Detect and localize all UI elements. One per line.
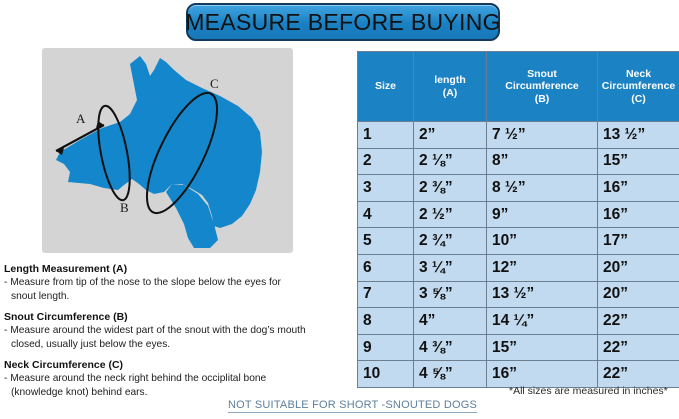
header-neck-circumference: Neck Circumference (C)	[597, 51, 679, 122]
page-title: MEASURE BEFORE BUYING	[185, 8, 501, 35]
cell-snout: 15”	[486, 333, 598, 362]
cell-size: 7	[357, 280, 414, 309]
table-header-row: Size length (A) Snout Circumference (B) …	[357, 51, 679, 122]
legend-desc-neck-line2: (knowledge knot) behind ears.	[11, 386, 148, 398]
cell-size: 8	[357, 307, 414, 335]
header-length-line2: (A)	[442, 86, 458, 99]
cell-size: 6	[357, 253, 414, 282]
legend-desc-length-line1: - Measure from tip of the nose to the sl…	[4, 277, 281, 288]
cell-snout: 8 ½”	[486, 174, 598, 202]
header-neck-line1: Neck	[625, 67, 652, 80]
marker-c-loop	[145, 91, 219, 215]
header-size: Size	[357, 51, 414, 122]
cell-size: 1	[357, 121, 414, 149]
cell-neck: 16”	[597, 174, 679, 202]
cell-neck: 22”	[597, 360, 679, 388]
cell-size: 10	[357, 360, 414, 388]
cell-snout: 9”	[486, 200, 598, 229]
table-row: 1 2” 7 ½” 13 ½”	[357, 121, 679, 149]
table-footnote: *All sizes are measured in inches*	[509, 385, 668, 397]
cell-neck: 20”	[597, 280, 679, 309]
measurement-legend: Length Measurement (A) - Measure from ti…	[4, 262, 344, 406]
header-snout-line1: Snout	[527, 67, 557, 80]
legend-desc-snout-line2: closed, usually just below the eyes.	[11, 338, 171, 350]
cell-neck: 22”	[597, 307, 679, 335]
cell-length: 4 ⅜”	[413, 333, 487, 362]
cell-snout: 14 ¼”	[486, 307, 598, 335]
cell-neck: 17”	[597, 227, 679, 255]
dog-head-silhouette	[56, 56, 262, 228]
dog-head-illustration: A B C	[55, 56, 262, 248]
legend-item-length: Length Measurement (A) - Measure from ti…	[4, 262, 344, 303]
marker-c-label: C	[210, 76, 219, 91]
cell-length: 2”	[413, 121, 487, 149]
legend-desc-snout: - Measure around the widest part of the …	[4, 324, 344, 351]
header-snout-line3: (B)	[534, 92, 550, 105]
header-snout-circumference: Snout Circumference (B)	[486, 51, 598, 122]
cell-size: 5	[357, 227, 414, 255]
dog-head-diagram-panel: A B C	[42, 48, 293, 253]
cell-snout: 10”	[486, 227, 598, 255]
cell-neck: 22”	[597, 333, 679, 362]
legend-title-snout: Snout Circumference (B)	[4, 311, 128, 323]
not-suitable-warning: NOT SUITABLE FOR SHORT -SNOUTED DOGS	[228, 399, 478, 413]
cell-length: 2 ½”	[413, 200, 487, 229]
header-neck-line2: Circumference	[601, 80, 676, 93]
legend-desc-length: - Measure from tip of the nose to the sl…	[4, 276, 344, 303]
cell-neck: 16”	[597, 200, 679, 229]
dog-neck-shape	[166, 184, 218, 248]
cell-neck: 13 ½”	[597, 121, 679, 149]
cell-length: 2 ¾”	[413, 227, 487, 255]
table-row: 10 4 ⅝” 16” 22”	[357, 360, 679, 388]
header-neck-line3: (C)	[631, 92, 646, 105]
header-snout-line2: Circumference	[505, 80, 579, 93]
header-size-line1: Size	[374, 80, 396, 93]
size-chart-body: 1 2” 7 ½” 13 ½” 2 2 ⅛” 8” 15” 3 2 ⅜” 8 ½” 16” 4 2 ½” 9…	[357, 121, 679, 388]
cell-length: 4 ⅝”	[413, 360, 487, 388]
cell-length: 2 ⅜”	[413, 174, 487, 202]
cell-length: 3 ⅝”	[413, 280, 487, 309]
cell-neck: 15”	[597, 147, 679, 176]
header-length: length (A)	[413, 51, 487, 122]
cell-snout: 16”	[486, 360, 598, 388]
cell-snout: 12”	[486, 253, 598, 282]
cell-neck: 20”	[597, 253, 679, 282]
legend-desc-length-line2: snout length.	[11, 290, 70, 302]
marker-b-loop	[97, 104, 131, 202]
cell-size: 3	[357, 174, 414, 202]
legend-desc-neck: - Measure around the neck right behind t…	[4, 372, 344, 399]
size-chart-header: Size length (A) Snout Circumference (B) …	[357, 51, 679, 122]
legend-title-length: Length Measurement (A)	[4, 263, 128, 275]
legend-item-neck: Neck Circumference (C) - Measure around …	[4, 358, 344, 399]
marker-b-label: B	[120, 200, 129, 215]
cell-size: 9	[357, 333, 414, 362]
cell-length: 3 ¼”	[413, 253, 487, 282]
title-banner: MEASURE BEFORE BUYING	[185, 3, 501, 41]
legend-title-neck: Neck Circumference (C)	[4, 359, 124, 371]
cell-length: 4”	[413, 307, 487, 335]
cell-snout: 7 ½”	[486, 121, 598, 149]
marker-a-label: A	[76, 111, 86, 126]
legend-desc-neck-line1: - Measure around the neck right behind t…	[4, 373, 267, 384]
legend-item-snout: Snout Circumference (B) - Measure around…	[4, 310, 344, 351]
cell-snout: 8”	[486, 147, 598, 176]
cell-snout: 13 ½”	[486, 280, 598, 309]
legend-desc-snout-line1: - Measure around the widest part of the …	[4, 325, 306, 336]
size-chart-table: Size length (A) Snout Circumference (B) …	[357, 51, 679, 388]
header-length-line1: length	[434, 74, 466, 86]
table-row: 8 4” 14 ¼” 22”	[357, 307, 679, 335]
cell-size: 2	[357, 147, 414, 176]
cell-size: 4	[357, 200, 414, 229]
cell-length: 2 ⅛”	[413, 147, 487, 176]
